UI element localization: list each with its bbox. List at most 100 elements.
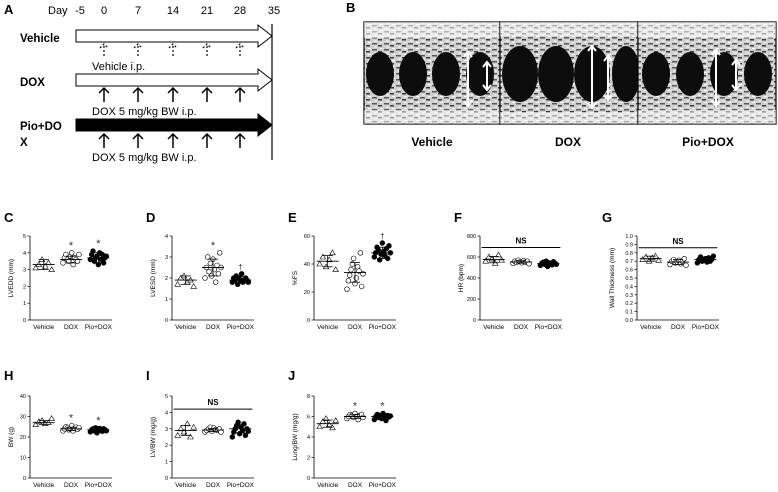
panel-c-letter: C (4, 210, 14, 225)
panel-h-ytick-label: 10 (20, 456, 26, 462)
panel-e-significance-pio-dox: † (380, 232, 384, 241)
panel-h-ytick-label: 0 (23, 476, 26, 482)
panel-f-xtick-label: Pio+DOX (535, 324, 563, 331)
timeline-day-label: Day (48, 5, 68, 17)
panel-d: D 0 1 2 3 4 LVESD (mm) Vehicle DOX Pio+DOX * † (146, 210, 255, 331)
panel-e-point-vehicle (316, 260, 323, 267)
panel-f-ytick-label: 0 (473, 318, 476, 324)
panel-d-point-vehicle (174, 280, 181, 287)
panel-j-ylabel: Lung/BW (mg/g) (292, 413, 299, 460)
panel-f-xtick-label: Vehicle (483, 324, 504, 331)
panel-c-significance-pio-dox: * (96, 238, 101, 250)
panel-c-ytick-label: 0 (23, 318, 26, 324)
group-dox-label: DOX (20, 77, 45, 89)
panel-e-point-dox (350, 255, 357, 262)
panel-e-point-dox (346, 272, 353, 278)
panel-c-point-vehicle (32, 264, 39, 271)
panel-c-point-dox (69, 250, 75, 256)
panel-j-point-vehicle (332, 417, 339, 423)
panel-i-ytick-label: 3 (165, 427, 168, 433)
panel-e-point-pio-dox (379, 240, 386, 246)
panel-i-point-vehicle (174, 431, 181, 438)
panel-g-ytick-label: 0.7 (625, 259, 633, 265)
panel-i-ns-label: NS (207, 398, 219, 407)
panel-g-point-pio-dox (710, 253, 717, 259)
panel-d-point-dox (212, 279, 219, 285)
panel-d-point-dox (207, 260, 214, 266)
panel-h-ytick-label: 20 (20, 435, 26, 441)
panel-h-xtick-label: DOX (64, 482, 79, 489)
panel-j-point-vehicle (322, 415, 330, 421)
panel-e-ytick-label: 40 (304, 262, 310, 268)
panel-i-ytick-label: 5 (165, 394, 168, 400)
panel-g-ylabel: Wall Thickness (mm) (609, 248, 616, 308)
panel-i-point-pio-dox (235, 419, 241, 425)
panel-d-point-dox (215, 271, 222, 277)
panel-h-letter: H (4, 368, 13, 383)
panel-i-ytick-label: 1 (165, 460, 168, 466)
panel-f-ytick-label: 400 (467, 276, 476, 282)
panel-i: I 0 1 2 3 4 5 LV/BW (mg/g) Vehicle DOX Pio+DOX NS (146, 368, 255, 489)
panel-e-point-pio-dox (375, 247, 382, 253)
panel-g-ytick-label: 0.0 (625, 318, 633, 324)
panel-i-ytick-label: 0 (165, 476, 168, 482)
panel-f: F 0 200 400 600 800 HR (bpm) Vehicle DOX Pio+DOX N… (454, 210, 563, 331)
panel-d-ytick-label: 2 (165, 276, 168, 282)
timeline-day-minus5: -5 (75, 5, 85, 17)
panel-e-point-vehicle (332, 266, 339, 272)
panel-g-ytick-label: 0.9 (625, 242, 633, 248)
vehicle-timeline-bar (75, 23, 273, 49)
panel-g-ytick-label: 0.4 (625, 284, 633, 290)
panel-g-ytick-label: 0.5 (625, 276, 633, 282)
panel-j-ytick-label: 0 (307, 476, 310, 482)
panel-f-point-vehicle (495, 251, 502, 258)
panel-g-ns-label: NS (672, 237, 684, 246)
panel-j-letter: J (288, 368, 295, 383)
panel-h-point-vehicle (48, 415, 55, 421)
echo-image-vehicle (363, 21, 501, 125)
panel-j-xtick-label: Pio+DOX (369, 482, 397, 489)
panel-j: J 0 2 4 6 8 Lung/BW (mg/g) Vehicle DOX Pio+DOX * * (288, 368, 397, 489)
panel-g-ytick-label: 0.6 (625, 268, 633, 274)
panel-c-ytick-label: 4 (23, 251, 26, 257)
panel-c-point-pio-dox (90, 248, 96, 254)
panel-h-ytick-label: 40 (20, 394, 26, 400)
panel-e-ytick-label: 0 (307, 318, 310, 324)
panel-d-point-dox (206, 269, 212, 275)
panel-d-ytick-label: 1 (165, 297, 168, 303)
panel-f-point-pio-dox (553, 261, 560, 268)
panel-c-ytick-label: 2 (23, 284, 26, 290)
panel-e: E 0 20 40 60 %FS Vehicle DOX Pio+DOX † (288, 210, 397, 331)
echo-image-pio-dox (637, 21, 777, 125)
panel-c-xtick-label: DOX (64, 324, 79, 331)
panel-f-ns-label: NS (515, 237, 527, 246)
panel-e-letter: E (288, 210, 297, 225)
timeline-day-14: 14 (167, 5, 179, 17)
timeline-day-21: 21 (201, 5, 213, 17)
panel-f-ytick-label: 600 (467, 255, 476, 261)
panel-f-ytick-label: 800 (467, 234, 476, 240)
panel-d-point-vehicle (190, 283, 197, 289)
echo-label-vehicle: Vehicle (411, 135, 453, 149)
panel-i-point-pio-dox (245, 428, 252, 434)
panel-d-significance-dox: * (211, 240, 216, 252)
panel-f-point-vehicle (482, 257, 489, 264)
panel-c-ylabel: LVEDD (mm) (8, 259, 15, 297)
panel-f-point-dox (526, 261, 532, 267)
panel-i-point-pio-dox (229, 434, 236, 440)
panel-e-point-vehicle (329, 249, 336, 256)
panel-g-xtick-label: Pio+DOX (692, 324, 720, 331)
timeline-day-35: 35 (268, 5, 280, 17)
panel-g-ytick-label: 1.0 (625, 234, 633, 240)
panel-e-ytick-label: 20 (304, 290, 310, 296)
panel-e-point-dox (344, 286, 350, 292)
timeline-day-7: 7 (135, 5, 141, 17)
panel-d-point-dox (202, 275, 208, 281)
panel-d-ytick-label: 4 (165, 234, 168, 240)
group-pio-dox-label: Pio+DO (20, 121, 62, 133)
panel-j-point-pio-dox (387, 413, 394, 419)
panel-h-xtick-label: Pio+DOX (85, 482, 113, 489)
panel-e-point-dox (357, 250, 364, 256)
panel-g-ytick-label: 0.8 (625, 251, 633, 257)
panel-i-ylabel: LV/BW (mg/g) (150, 417, 157, 457)
